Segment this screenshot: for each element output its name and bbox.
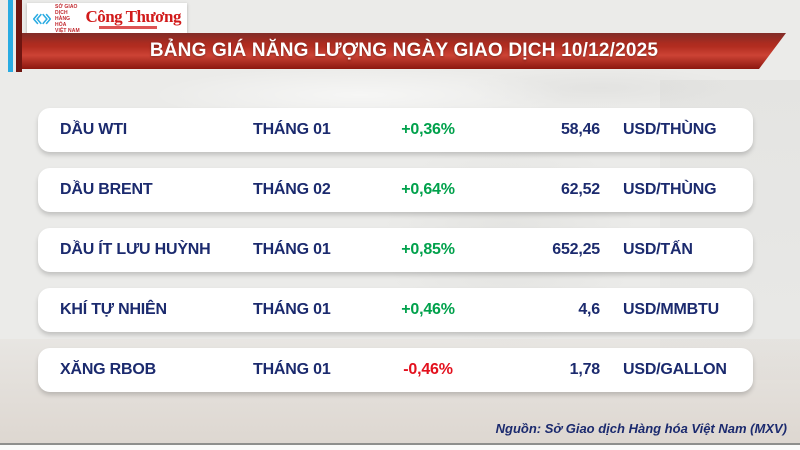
mxv-org-name: SỞ GIAO DỊCH HÀNG HÓA VIỆT NAM [55, 4, 80, 34]
table-row: KHÍ TỰ NHIÊN THÁNG 01 +0,46% 4,6 USD/MMB… [38, 288, 753, 332]
change-percent: +0,36% [401, 121, 455, 138]
change-percent: -0,46% [403, 361, 453, 378]
price-unit: USD/TẤN [623, 241, 693, 258]
contract-month: THÁNG 01 [253, 301, 331, 318]
change-percent: +0,85% [401, 241, 455, 258]
commodity-name: KHÍ TỰ NHIÊN [60, 301, 167, 318]
contract-month: THÁNG 01 [253, 361, 331, 378]
price-unit: USD/THÙNG [623, 121, 717, 138]
commodity-name: DẦU ÍT LƯU HUỲNH [60, 241, 211, 258]
price-value: 1,78 [569, 361, 601, 378]
change-percent: +0,46% [401, 301, 455, 318]
cong-thuong-tagline-bar [99, 26, 158, 29]
source-credit: Nguồn: Sở Giao dịch Hàng hóa Việt Nam (M… [495, 421, 787, 436]
commodity-name: DẦU BRENT [60, 181, 153, 198]
mxv-chevron-icon [33, 13, 52, 24]
logo-bar: SỞ GIAO DỊCH HÀNG HÓA VIỆT NAM Công Thươ… [27, 3, 187, 34]
price-unit: USD/THÙNG [623, 181, 717, 198]
table-row: DẦU WTI THÁNG 01 +0,36% 58,46 USD/THÙNG [38, 108, 753, 152]
contract-month: THÁNG 01 [253, 241, 331, 258]
cong-thuong-wordmark: Công Thương [85, 7, 181, 26]
contract-month: THÁNG 01 [253, 121, 331, 138]
accent-stripe-maroon [16, 0, 22, 72]
price-value: 62,52 [560, 181, 600, 198]
mxv-org-line1: SỞ GIAO DỊCH [55, 3, 78, 16]
price-value: 4,6 [578, 301, 600, 318]
cong-thuong-logo: Công Thương [85, 8, 181, 29]
bottom-divider [0, 443, 800, 445]
change-percent: +0,64% [401, 181, 455, 198]
commodity-name: XĂNG RBOB [60, 361, 156, 378]
price-unit: USD/MMBTU [623, 301, 719, 318]
price-value: 652,25 [552, 241, 600, 258]
page-title: BẢNG GIÁ NĂNG LƯỢNG NGÀY GIAO DỊCH 10/12… [149, 40, 659, 61]
mxv-org-line2: HÀNG HÓA [55, 15, 71, 28]
table-row: DẦU BRENT THÁNG 02 +0,64% 62,52 USD/THÙN… [38, 168, 753, 212]
table-row: DẦU ÍT LƯU HUỲNH THÁNG 01 +0,85% 652,25 … [38, 228, 753, 272]
mxv-logo: SỞ GIAO DỊCH HÀNG HÓA VIỆT NAM [33, 4, 80, 34]
contract-month: THÁNG 02 [253, 181, 331, 198]
price-value: 58,46 [560, 121, 600, 138]
price-unit: USD/GALLON [623, 361, 727, 378]
table-row: XĂNG RBOB THÁNG 01 -0,46% 1,78 USD/GALLO… [38, 348, 753, 392]
bottom-margin [0, 445, 800, 450]
mxv-org-line3: VIỆT NAM [55, 27, 80, 34]
commodity-name: DẦU WTI [60, 121, 128, 138]
title-banner: BẢNG GIÁ NĂNG LƯỢNG NGÀY GIAO DỊCH 10/12… [22, 33, 786, 69]
accent-stripe-cyan [8, 0, 13, 72]
